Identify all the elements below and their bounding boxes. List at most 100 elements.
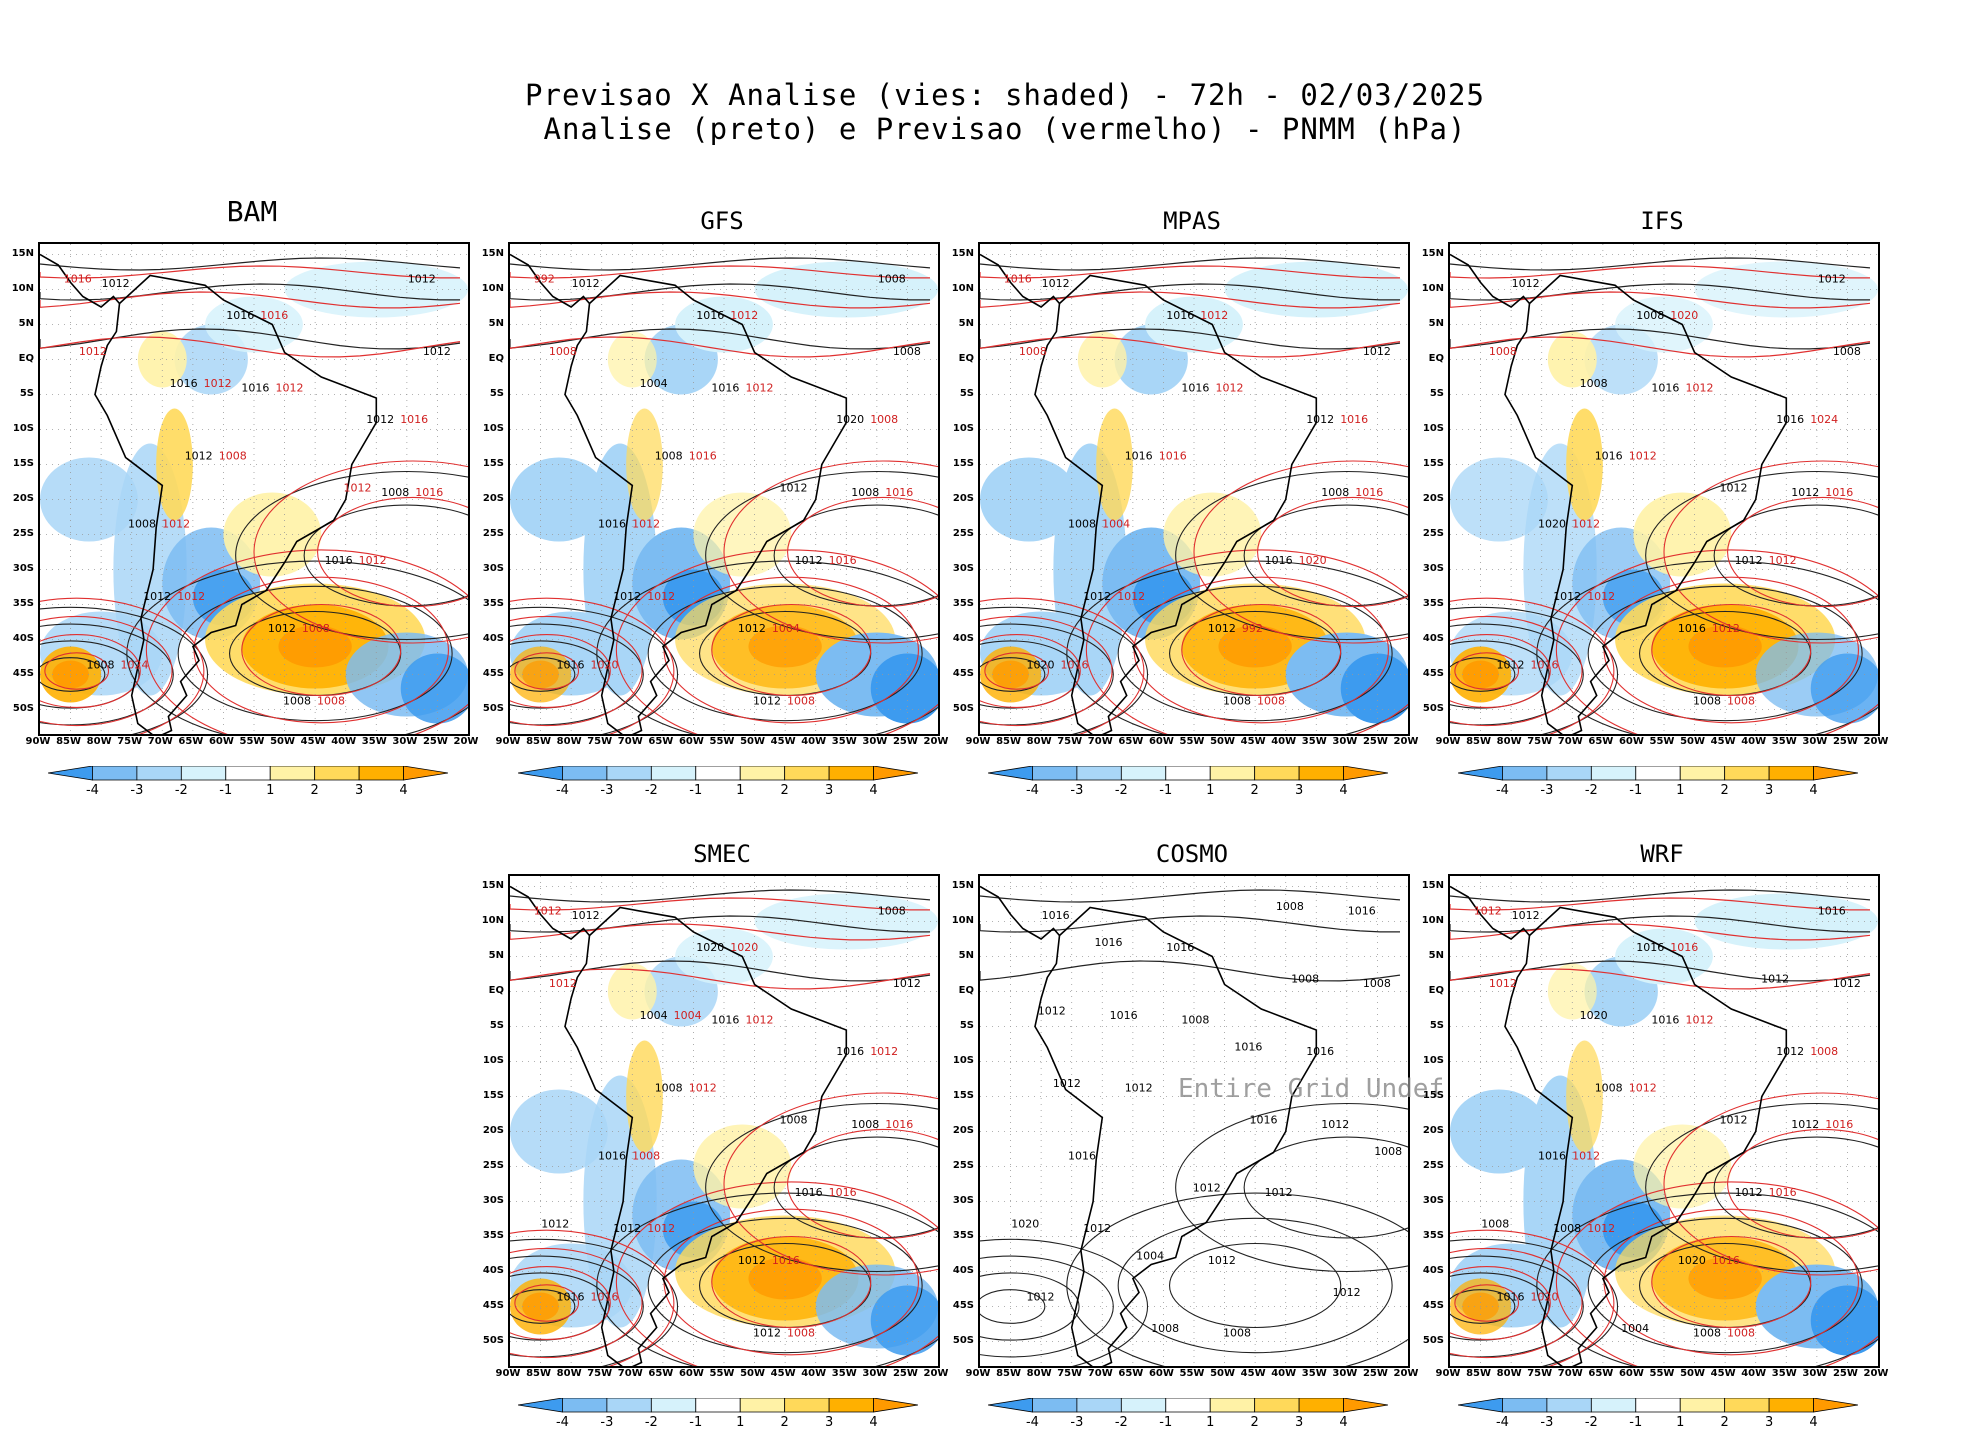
lat-tick-label: 20S xyxy=(482,492,504,504)
colorbar-label: -3 xyxy=(1070,1415,1084,1430)
colorbar-label: 3 xyxy=(354,783,364,798)
colorbar-label: 2 xyxy=(780,1415,789,1430)
isobar-ring-forecast xyxy=(1663,1092,1878,1276)
contour-labels: 1012 1016 1012 1008 1008 1012 1008 1012 1016 1016… xyxy=(1474,904,1861,1339)
isobar-ring xyxy=(510,657,576,692)
contour-label: 1012 xyxy=(1587,1222,1615,1235)
isobar-ring xyxy=(1175,1102,1408,1273)
contour-label: 1012 xyxy=(795,554,823,567)
colorbar-segment xyxy=(1209,1397,1256,1413)
map-panel-smec: 1012 1016 1008 1012 1012 1012 1008 1016 1016 1020… xyxy=(508,874,940,1368)
map-canvas: 1012 1016 1012 1012 1008 1008 1016 1012 1012 1008… xyxy=(1450,244,1878,734)
lon-tick-label: 85W xyxy=(1466,1368,1492,1379)
colorbar-smec: -4 -3 -2 -1 1 2 3 4 xyxy=(517,1397,919,1436)
contour-label: 1016 xyxy=(260,309,288,322)
colorbar-segment xyxy=(739,765,786,781)
contour-label: 1004 xyxy=(640,1009,668,1022)
contour-label: 1012 xyxy=(1474,904,1502,917)
isobar-ring-forecast xyxy=(1450,615,1583,727)
contour-label: 1012 xyxy=(1587,590,1615,603)
coastlines xyxy=(40,253,378,734)
contour-label: 1016 xyxy=(1340,413,1368,426)
contour-label: 1016 xyxy=(1166,309,1194,322)
lon-tick-label: 60W xyxy=(678,1368,704,1379)
contour-label: 1012 xyxy=(1321,1118,1349,1131)
contour-label: 1012 xyxy=(1489,977,1517,990)
isobar-line xyxy=(510,897,930,911)
isobar-ring-forecast xyxy=(514,1284,580,1322)
isobar-ring xyxy=(40,640,140,709)
contour-label: 1012 xyxy=(753,1327,781,1340)
lon-tick-label: 75W xyxy=(1527,736,1553,747)
contour-label: 1012 xyxy=(1027,1290,1055,1303)
contour-label: 1012 xyxy=(1512,909,1540,922)
lat-tick-label: 10N xyxy=(1421,282,1444,294)
lat-tick-label: 15S xyxy=(1422,457,1444,469)
colorbar-segment xyxy=(987,765,1033,781)
contour-label: 1012 xyxy=(1553,590,1581,603)
contour-label: 1016 xyxy=(1818,904,1846,917)
contour-label: 1012 xyxy=(572,277,600,290)
map-panel-bam: 1012 1016 1008 1012 1008 1012 1012 1016 1008 1016… xyxy=(38,242,470,736)
lon-tick-label: 85W xyxy=(56,736,82,747)
isobar-ring xyxy=(1168,1242,1342,1329)
lon-tick-label: 85W xyxy=(996,736,1022,747)
isobar-ring-forecast xyxy=(40,597,205,734)
isobar-ring xyxy=(773,504,938,607)
isobar-ring xyxy=(596,560,938,734)
lon-tick-label: 85W xyxy=(526,736,552,747)
lat-tick-label: 15N xyxy=(1421,879,1444,891)
contour-label: 1004 xyxy=(1621,1322,1649,1335)
lat-tick-label: 30S xyxy=(1422,562,1444,574)
lon-tick-label: 80W xyxy=(1026,736,1052,747)
colorbar-segment xyxy=(517,765,563,781)
contour-label: 1016 xyxy=(1538,1150,1566,1163)
colorbar-label: 3 xyxy=(824,1415,834,1430)
lon-tick-label: 90W xyxy=(965,736,991,747)
bias-blob xyxy=(626,1040,663,1153)
contour-label: 1016 xyxy=(1159,450,1187,463)
lon-tick-label: 40W xyxy=(1271,1368,1297,1379)
lat-tick-label: 35S xyxy=(1422,597,1444,609)
coastline xyxy=(1504,274,1788,734)
contour-label: 1016 xyxy=(1651,381,1679,394)
lat-tick-label: 50S xyxy=(482,1334,504,1346)
lat-tick-label: 15S xyxy=(1422,1089,1444,1101)
isobar-line xyxy=(1450,889,1871,903)
isobar-ring xyxy=(1450,640,1550,709)
isobar-line xyxy=(980,336,1401,358)
lon-tick-label: 40W xyxy=(1741,1368,1767,1379)
lat-tick-label: 20S xyxy=(952,1124,974,1136)
contour-label: 1012 xyxy=(204,377,232,390)
lon-tick-label: 70W xyxy=(1087,1368,1113,1379)
contour-label: 1012 xyxy=(572,909,600,922)
isobar-line xyxy=(1450,328,1871,350)
lon-tick-label: 55W xyxy=(239,736,265,747)
isobar-ring-forecast xyxy=(1193,460,1408,644)
colorbar-label: 1 xyxy=(1676,783,1685,798)
contour-label: 1012 xyxy=(1053,1077,1081,1090)
contour-label: 1008 xyxy=(302,622,330,635)
isobar-ring-forecast xyxy=(510,597,675,734)
colorbar-label: -1 xyxy=(219,783,233,798)
colorbar-label: 1 xyxy=(736,1415,745,1430)
contour-label: 1016 xyxy=(836,1045,864,1058)
coastline xyxy=(1034,906,1318,1366)
lat-tick-label: 25S xyxy=(482,1159,504,1171)
contour-label: 1012 xyxy=(1117,590,1145,603)
lat-tick-label: 10S xyxy=(482,1054,504,1066)
lat-tick-label: 45S xyxy=(482,1299,504,1311)
lat-tick-label: 5N xyxy=(958,317,974,329)
lat-tick-label: 5N xyxy=(488,317,504,329)
contour-label: 1008 xyxy=(1223,695,1251,708)
lat-tick-label: 5N xyxy=(1428,949,1444,961)
colorbar-segment xyxy=(1209,765,1256,781)
lat-tick-label: 15S xyxy=(482,1089,504,1101)
isobar-line xyxy=(510,960,931,982)
lat-tick-label: 35S xyxy=(952,1229,974,1241)
isobar-line xyxy=(510,283,930,301)
lat-tick-label: 15N xyxy=(951,247,974,259)
lon-tick-label: 70W xyxy=(617,1368,643,1379)
isobar-ring-forecast xyxy=(1450,1247,1583,1359)
isobar-line xyxy=(980,960,1401,982)
